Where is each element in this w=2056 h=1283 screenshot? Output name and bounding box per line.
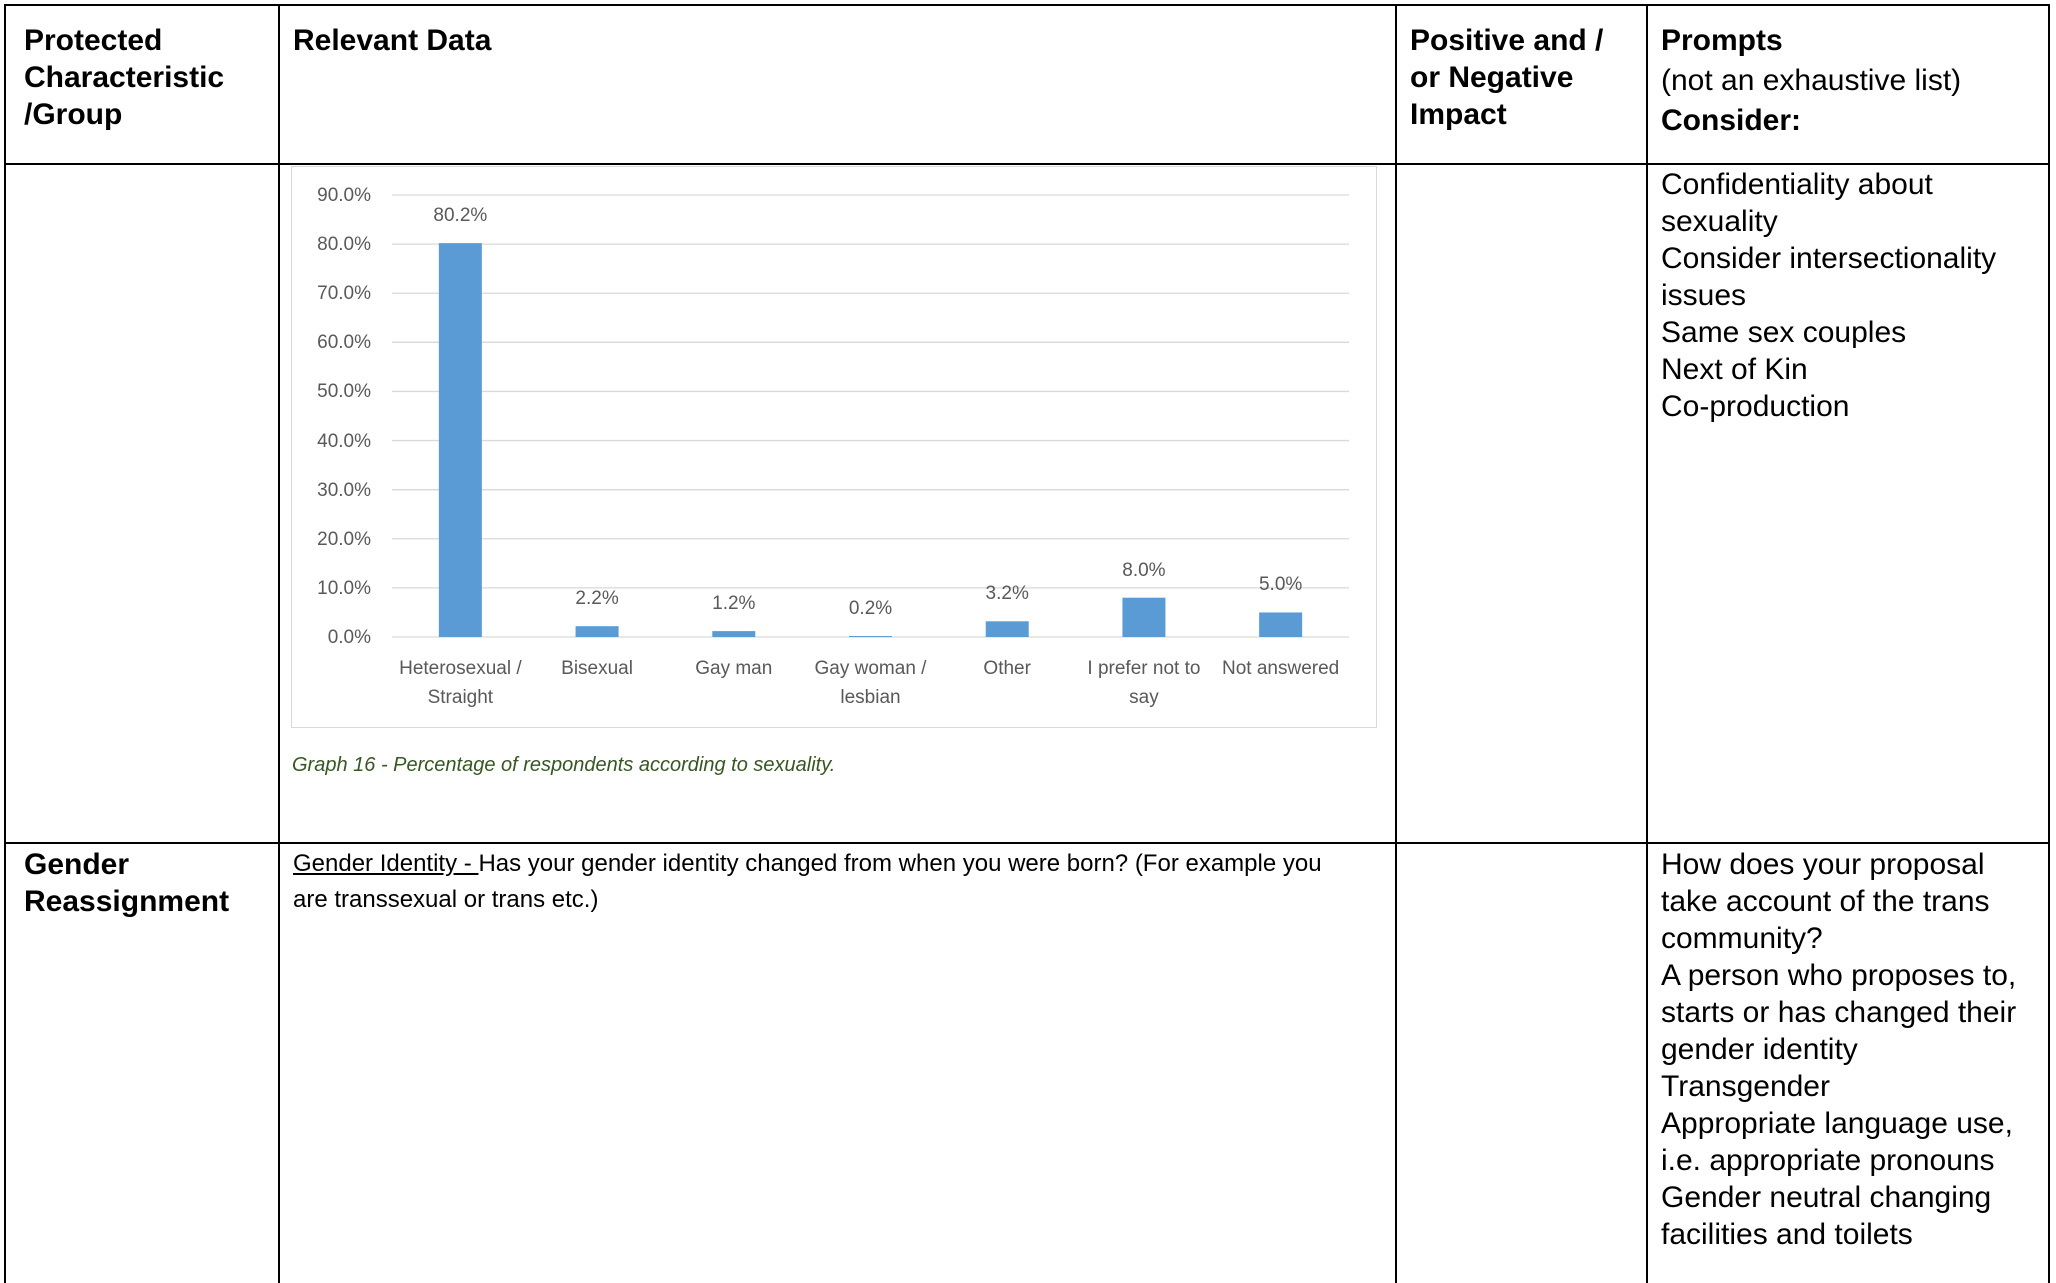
x-tick-label: Other — [983, 658, 1031, 679]
x-tick-label: I prefer not to say — [1087, 658, 1201, 708]
prompt: Transgender — [1661, 1070, 1830, 1103]
data-text: Has your gender identity changed from wh… — [293, 850, 1322, 913]
y-tick-label: 30.0% — [317, 479, 371, 501]
chart-plot — [392, 194, 1349, 638]
value-label: 5.0% — [1258, 574, 1303, 596]
header-cell: Protected Characteristic /Group — [24, 24, 225, 131]
prompt: Co-production — [1661, 390, 1850, 423]
header-cell: Relevant Data — [293, 24, 492, 57]
x-tick-label: Not answered — [1222, 658, 1340, 679]
y-tick-label: 60.0% — [317, 332, 371, 354]
chart: 0.0% 10.0% 20.0% 30.0% 40.0% 50.0% 60.0% 70.0% 8… — [291, 166, 1377, 728]
prompt: A person who proposes to, starts or has … — [1661, 959, 2017, 1066]
caption: Graph 16 - Percentage of respondents acc… — [292, 754, 836, 776]
prompt: Gender neutral changing facilities and t… — [1661, 1181, 1992, 1251]
bar — [985, 621, 1029, 637]
bar — [575, 626, 619, 637]
bar — [1122, 597, 1166, 637]
rule — [1646, 4, 1648, 1283]
rule — [2048, 4, 2050, 1283]
y-tick-label: 70.0% — [317, 283, 371, 305]
bar — [712, 631, 756, 637]
header-cell: Positive and / or Negative Impact — [1410, 24, 1604, 131]
prompt: How does your proposal take account of t… — [1661, 848, 1990, 955]
x-tick-label: Gay man — [695, 658, 773, 679]
value-label: 0.2% — [848, 598, 893, 620]
header-cell: Prompts (not an exhaustive list) Conside… — [1661, 22, 2041, 139]
bar — [438, 243, 482, 637]
prompt: Next of Kin — [1661, 353, 1808, 386]
prompt: Same sex couples — [1661, 316, 1907, 349]
characteristic: Gender Reassignment — [24, 848, 230, 918]
rule — [4, 163, 2050, 165]
y-tick-label: 0.0% — [327, 627, 371, 648]
data-heading: Gender Identity - — [293, 850, 479, 877]
y-tick-label: 40.0% — [317, 430, 371, 452]
rule — [4, 842, 2050, 844]
rule — [4, 4, 6, 1283]
data-text-block: Gender Identity - Has your gender identi… — [293, 846, 1353, 918]
header-consider: Consider: — [1661, 104, 1802, 137]
prompt-list: Confidentiality about sexuality Consider … — [1661, 166, 2041, 425]
rule — [4, 4, 2050, 6]
prompt: Appropriate language use, i.e. appropria… — [1661, 1107, 2013, 1177]
value-label: 80.2% — [433, 205, 488, 227]
value-label: 8.0% — [1122, 559, 1166, 581]
y-tick-label: 20.0% — [317, 528, 371, 550]
prompt: Consider intersectionality issues — [1661, 242, 1997, 312]
bar — [1259, 612, 1303, 637]
value-label: 2.2% — [575, 588, 619, 610]
rule — [278, 4, 280, 1283]
value-label: 1.2% — [712, 593, 756, 615]
header-text: Prompts — [1661, 24, 1783, 57]
header-note: (not an exhaustive list) — [1661, 64, 1962, 97]
prompt-list: How does your proposal take account of t… — [1661, 846, 2041, 1253]
y-tick-label: 80.0% — [317, 234, 371, 256]
y-tick-label: 10.0% — [317, 577, 371, 599]
bar — [849, 636, 892, 637]
prompt: Confidentiality about sexuality — [1661, 168, 1933, 238]
x-tick-label: Gay woman / lesbian — [814, 658, 927, 708]
value-label: 3.2% — [985, 583, 1029, 605]
rule — [1395, 4, 1397, 1283]
y-tick-label: 50.0% — [317, 381, 371, 403]
y-tick-label: 90.0% — [317, 185, 371, 206]
x-tick-label: Heterosexual / Straight — [399, 658, 522, 708]
x-tick-label: Bisexual — [561, 658, 633, 679]
